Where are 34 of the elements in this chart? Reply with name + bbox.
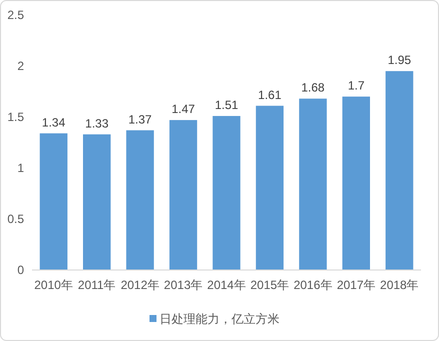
data-label: 1.7 xyxy=(348,78,365,93)
x-tick-label: 2016年 xyxy=(294,278,332,292)
data-label: 1.33 xyxy=(85,116,109,130)
y-tick-label: 1 xyxy=(17,161,24,176)
bar xyxy=(40,133,68,270)
x-tick-label: 2011年 xyxy=(78,278,116,292)
x-tick-label: 2015年 xyxy=(250,278,290,292)
bar xyxy=(212,116,240,270)
data-label: 1.34 xyxy=(42,115,66,130)
x-tick-label: 2010年 xyxy=(34,278,73,292)
y-tick-label: 2 xyxy=(17,59,24,74)
legend-label: 日处理能力，亿立方米 xyxy=(160,312,280,326)
y-tick-label: 2.5 xyxy=(7,8,24,22)
bar xyxy=(169,120,198,270)
y-tick-label: 0 xyxy=(17,263,24,278)
bar xyxy=(83,134,111,270)
data-label: 1.51 xyxy=(214,98,238,112)
y-tick-label: 0.5 xyxy=(7,212,24,226)
data-label: 1.61 xyxy=(258,88,282,102)
x-tick-label: 2018年 xyxy=(380,278,419,292)
x-tick-label: 2012年 xyxy=(120,278,160,292)
data-label: 1.95 xyxy=(388,53,412,68)
x-tick-label: 2017年 xyxy=(336,278,376,292)
data-label: 1.68 xyxy=(301,80,325,95)
y-tick-label: 1.5 xyxy=(7,110,24,124)
bar xyxy=(386,71,414,270)
bar xyxy=(342,96,370,270)
bar xyxy=(256,106,284,270)
x-tick-label: 2013年 xyxy=(164,278,203,292)
bar xyxy=(299,98,327,270)
data-label: 1.37 xyxy=(128,112,152,126)
x-tick-label: 2014年 xyxy=(207,278,246,292)
data-label: 1.47 xyxy=(172,102,196,116)
bar xyxy=(126,130,154,270)
